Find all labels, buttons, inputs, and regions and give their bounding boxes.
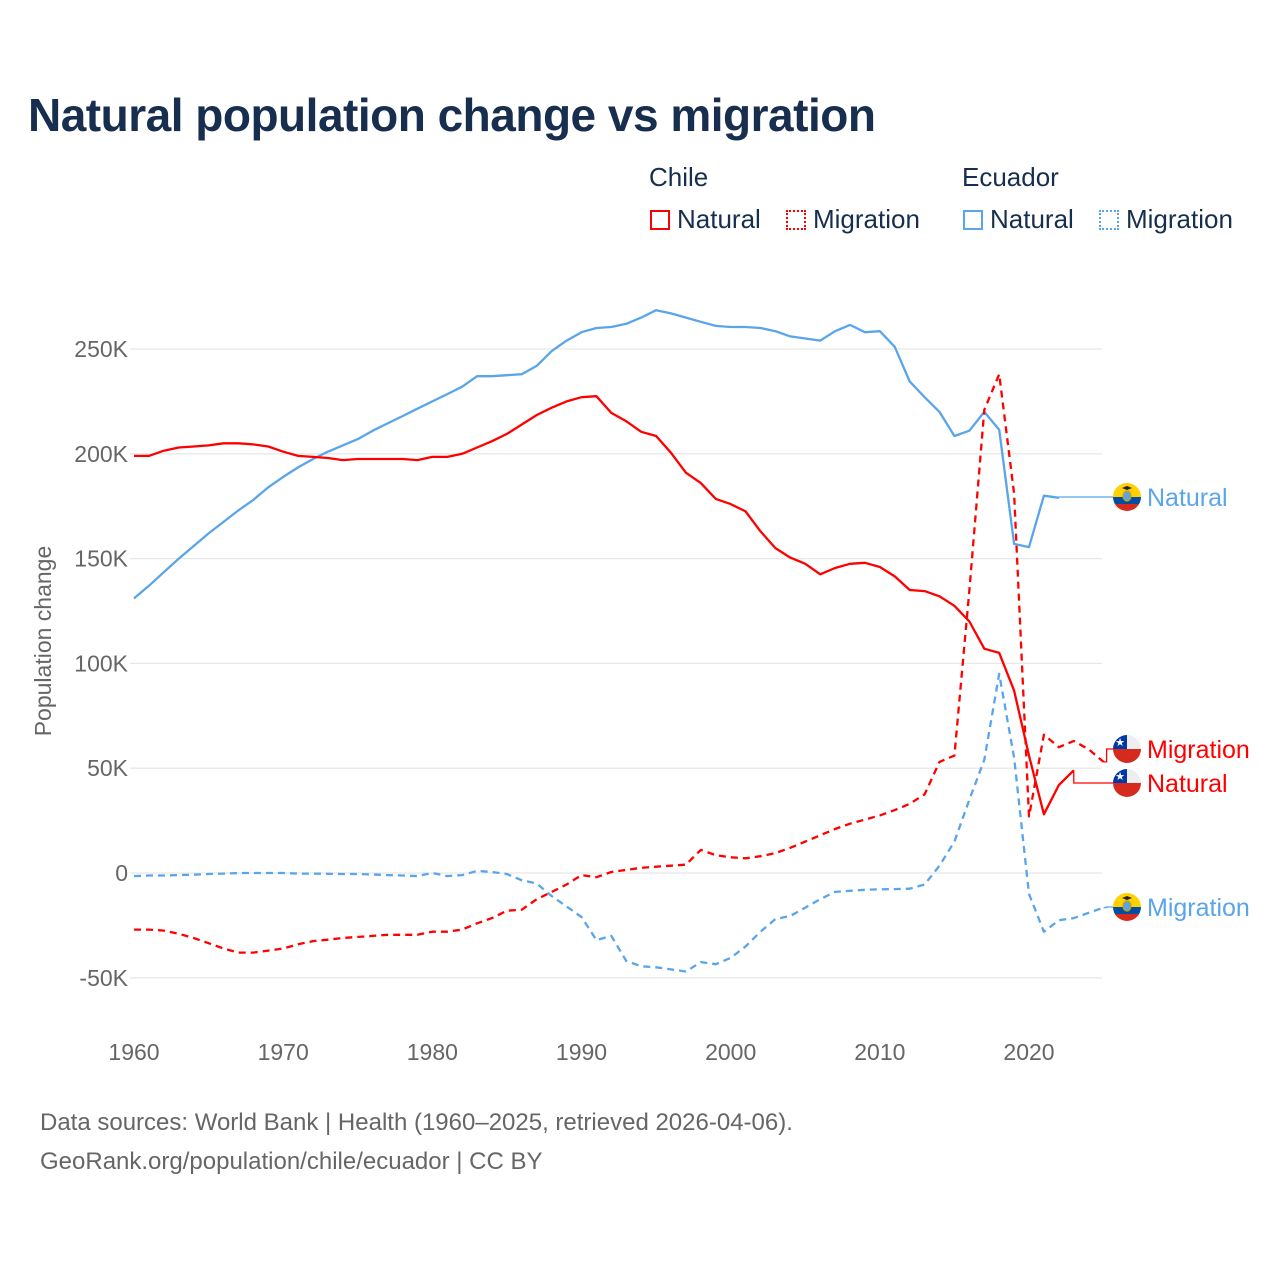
series-line-ecu-nat bbox=[133, 309, 1060, 600]
leader-line bbox=[1073, 770, 1113, 784]
legend-swatch-dotted-blue bbox=[1099, 209, 1119, 230]
legend-label: Migration bbox=[1126, 204, 1233, 234]
legend-chile-migration[interactable]: Migration bbox=[786, 204, 920, 235]
flag-red bbox=[1113, 749, 1141, 763]
y-tick-label: 150K bbox=[74, 546, 128, 572]
series-line-ecu-mig bbox=[133, 672, 1104, 973]
lines-layer bbox=[133, 309, 1105, 973]
y-tick-label: 50K bbox=[87, 755, 129, 781]
x-tick-label: 1970 bbox=[258, 1039, 309, 1065]
series-line-chl-nat bbox=[134, 395, 1075, 816]
legend-swatch-solid-blue bbox=[963, 209, 983, 230]
x-tick-label: 2020 bbox=[1003, 1039, 1054, 1065]
end-label-chl-mig: Migration bbox=[1147, 736, 1250, 764]
legend-ecuador-natural[interactable]: Natural bbox=[963, 204, 1074, 235]
legend-ecuador-migration[interactable]: Migration bbox=[1099, 204, 1233, 235]
chile-flag-icon: ★ bbox=[1113, 769, 1141, 797]
y-tick-label: -50K bbox=[79, 965, 128, 991]
leader-line bbox=[1103, 748, 1113, 763]
y-axis-label: Population change bbox=[30, 546, 56, 737]
flag-body bbox=[1113, 483, 1141, 511]
flag-red bbox=[1113, 783, 1141, 797]
leader-line bbox=[1058, 496, 1113, 498]
y-tick-label: 100K bbox=[74, 650, 128, 676]
legend-swatch-dotted-red bbox=[786, 209, 806, 230]
x-tick-label: 1990 bbox=[556, 1039, 607, 1065]
x-tick-label: 2010 bbox=[854, 1039, 905, 1065]
end-label-ecu-nat: Natural bbox=[1147, 484, 1228, 512]
flag-condor bbox=[1122, 486, 1132, 490]
flag-star: ★ bbox=[1115, 771, 1125, 783]
labels-layer: Natural ★ Migration ★ Natural Migration bbox=[1058, 483, 1250, 922]
y-tick-label: 200K bbox=[74, 441, 128, 467]
x-tick-label: 1960 bbox=[108, 1039, 159, 1065]
leader-line bbox=[1103, 906, 1113, 909]
chile-flag-icon: ★ bbox=[1113, 735, 1141, 763]
end-label-chl-nat: Natural bbox=[1147, 770, 1228, 798]
flag-emblem bbox=[1122, 490, 1132, 502]
flag-body bbox=[1113, 893, 1141, 921]
flag-red bbox=[1113, 914, 1141, 921]
legend-group-ecuador: Ecuador bbox=[962, 162, 1059, 192]
legend-label: Natural bbox=[990, 204, 1074, 234]
flag-emblem bbox=[1122, 900, 1132, 912]
end-label-ecu-mig: Migration bbox=[1147, 894, 1250, 922]
flag-star: ★ bbox=[1115, 737, 1125, 749]
legend-chile-natural[interactable]: Natural bbox=[650, 204, 761, 235]
legend-group-chile: Chile bbox=[649, 162, 709, 192]
footer-url: GeoRank.org/population/chile/ecuador | C… bbox=[40, 1148, 543, 1175]
flag-condor bbox=[1122, 896, 1132, 900]
y-tick-label: 250K bbox=[74, 336, 128, 362]
flag-body: ★ bbox=[1113, 769, 1141, 797]
x-tick-label: 1980 bbox=[407, 1039, 458, 1065]
x-tick-label: 2000 bbox=[705, 1039, 756, 1065]
footer-sources: Data sources: World Bank | Health (1960–… bbox=[40, 1109, 793, 1136]
legend-label: Natural bbox=[677, 204, 761, 234]
y-tick-label: 0 bbox=[115, 860, 128, 886]
chart-title: Natural population change vs migration bbox=[28, 89, 876, 141]
series-line-chl-mig bbox=[134, 373, 1105, 954]
flag-body: ★ bbox=[1113, 735, 1141, 763]
legend-swatch-solid-red bbox=[650, 209, 670, 230]
flag-red bbox=[1113, 504, 1141, 511]
ecuador-flag-icon bbox=[1113, 483, 1141, 511]
legend-label: Migration bbox=[813, 204, 920, 234]
grid-layer: -50K 0 50K 100K 150K 200K 250K 1960 1970 1980 1990… bbox=[74, 336, 1102, 1065]
ecuador-flag-icon bbox=[1113, 893, 1141, 921]
